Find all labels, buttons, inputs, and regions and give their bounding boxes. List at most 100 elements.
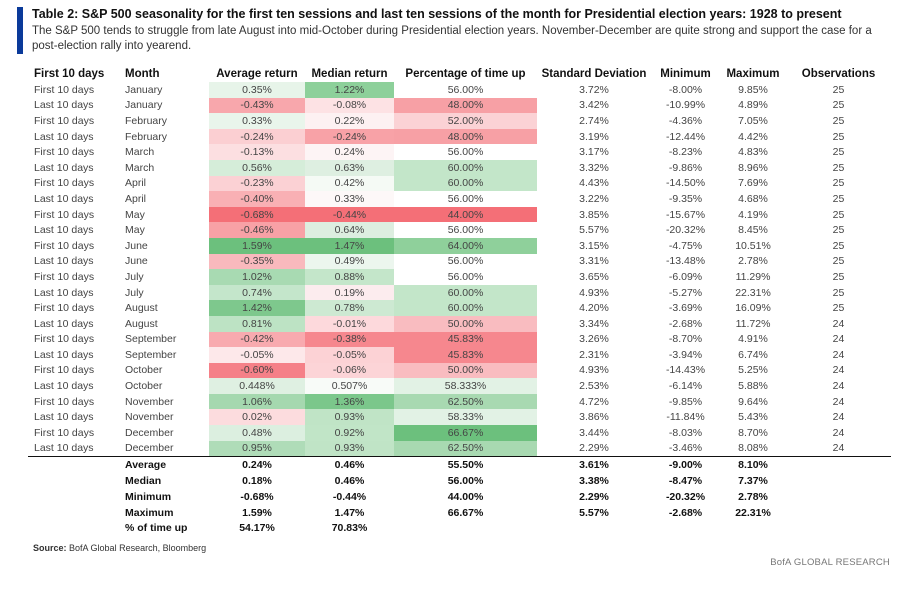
median-return-cell: 0.33% [305, 191, 394, 207]
period-cell: Last 10 days [34, 411, 94, 424]
table-row: Last 10 days February -0.24% -0.24% 48.00% 3.… [28, 128, 891, 145]
average-return-cell: 1.06% [209, 393, 305, 410]
summary-maximum: 8.10% [738, 459, 768, 472]
minimum-cell: -13.48% [665, 255, 706, 268]
maximum-cell: 4.19% [738, 208, 768, 221]
std-dev-cell: 4.72% [579, 395, 609, 408]
observations-cell: 25 [832, 239, 845, 252]
header-row: First 10 days Month Average return Media… [28, 66, 891, 82]
brand-footer: BofA GLOBAL RESEARCH [770, 557, 890, 568]
maximum-cell: 4.89% [738, 99, 768, 112]
period-cell: First 10 days [34, 177, 95, 190]
header-first-10-days: First 10 days [34, 68, 105, 80]
summary-spacer [28, 520, 123, 536]
month-cell: December [125, 426, 174, 439]
median-return-cell: -0.06% [305, 362, 394, 379]
percentage-up-cell: 56.00% [394, 269, 537, 285]
table-row: First 10 days October -0.60% -0.06% 50.00% 4.… [28, 362, 891, 379]
median-return-cell: 0.19% [305, 284, 394, 301]
summary-maximum: 22.31% [735, 506, 771, 519]
observations-cell: 24 [832, 411, 845, 424]
summary-average-return: 54.17% [239, 522, 275, 535]
average-return-cell: 1.59% [209, 237, 305, 254]
header-observations: Observations [801, 68, 876, 80]
month-cell: August [125, 317, 158, 330]
std-dev-cell: 3.34% [579, 317, 609, 330]
std-dev-cell: 4.93% [579, 286, 609, 299]
percentage-up-cell: 50.00% [394, 362, 537, 379]
minimum-cell: -14.43% [665, 364, 706, 377]
minimum-cell: -3.46% [651, 440, 720, 458]
source-note: Source: BofA Global Research, Bloomberg [33, 543, 206, 553]
period-cell: First 10 days [34, 208, 95, 221]
observations-cell: 24 [832, 426, 845, 439]
average-return-cell: -0.35% [209, 253, 305, 270]
summary-row: % of time up 54.17% 70.83% [28, 520, 891, 536]
source-label: Source: [33, 543, 67, 553]
minimum-cell: -9.86% [668, 161, 703, 174]
std-dev-cell: 2.74% [579, 114, 609, 127]
table-row: Last 10 days November 0.02% 0.93% 58.33% 3.86… [28, 409, 891, 426]
summary-percentage-up: 44.00% [447, 490, 484, 503]
maximum-cell: 11.72% [735, 317, 771, 330]
percentage-up-cell: 56.00% [394, 222, 537, 238]
minimum-cell: -2.68% [668, 317, 703, 330]
header-maximum: Maximum [726, 68, 780, 80]
summary-median-return: 0.46% [334, 459, 365, 472]
average-return-cell: 0.33% [209, 113, 305, 129]
summary-observations [786, 520, 891, 536]
std-dev-cell: 3.15% [579, 239, 609, 252]
table-row: First 10 days February 0.33% 0.22% 52.00% 2.7… [28, 113, 891, 129]
minimum-cell: -8.00% [668, 83, 703, 96]
summary-std-dev [537, 520, 651, 536]
average-return-cell: 0.02% [209, 409, 305, 426]
period-cell: First 10 days [34, 146, 95, 159]
average-return-cell: -0.46% [209, 222, 305, 238]
period-cell: First 10 days [34, 364, 95, 377]
average-return-cell: 0.74% [209, 284, 305, 301]
summary-maximum: 2.78% [738, 490, 768, 503]
summary-maximum: 7.37% [738, 474, 768, 487]
median-return-cell: -0.44% [305, 206, 394, 223]
maximum-cell: 22.31% [735, 286, 771, 299]
average-return-cell: 0.81% [209, 315, 305, 332]
summary-label: Average [125, 459, 167, 472]
summary-average-return: -0.68% [240, 490, 274, 503]
std-dev-cell: 3.32% [579, 161, 609, 174]
median-return-cell: 1.22% [305, 82, 394, 98]
summary-observations [786, 457, 891, 473]
period-cell: First 10 days [34, 302, 95, 315]
table-row: Last 10 days October 0.448% 0.507% 58.333% 2.… [28, 378, 891, 394]
month-cell: March [125, 146, 155, 159]
month-cell: October [125, 380, 163, 393]
observations-cell: 24 [832, 364, 845, 377]
period-cell: Last 10 days [28, 440, 123, 458]
summary-std-dev: 2.29% [579, 490, 609, 503]
summary-observations [786, 489, 891, 505]
summary-median-return: -0.44% [332, 490, 367, 503]
average-return-cell: 0.48% [209, 425, 305, 441]
period-cell: First 10 days [34, 83, 95, 96]
maximum-cell: 4.68% [738, 192, 768, 205]
minimum-cell: -8.03% [668, 426, 703, 439]
maximum-cell: 5.88% [738, 380, 768, 393]
median-return-cell: 0.49% [305, 253, 394, 270]
month-cell: January [125, 83, 163, 96]
percentage-up-cell: 62.50% [394, 393, 537, 410]
summary-std-dev: 3.38% [579, 474, 609, 487]
minimum-cell: -9.35% [668, 192, 703, 205]
percentage-up-cell: 56.00% [394, 144, 537, 160]
std-dev-cell: 3.31% [579, 255, 609, 268]
std-dev-cell: 3.44% [579, 426, 609, 439]
maximum-cell: 7.69% [738, 177, 768, 190]
observations-cell: 25 [832, 83, 845, 96]
std-dev-cell: 3.26% [579, 333, 609, 346]
period-cell: First 10 days [34, 333, 95, 346]
percentage-up-cell: 64.00% [394, 237, 537, 254]
month-cell: July [125, 286, 144, 299]
percentage-up-cell: 62.50% [394, 440, 537, 458]
std-dev-cell: 3.86% [579, 411, 609, 424]
observations-cell: 25 [832, 224, 845, 237]
summary-label: Minimum [125, 490, 172, 503]
percentage-up-cell: 66.67% [394, 425, 537, 441]
